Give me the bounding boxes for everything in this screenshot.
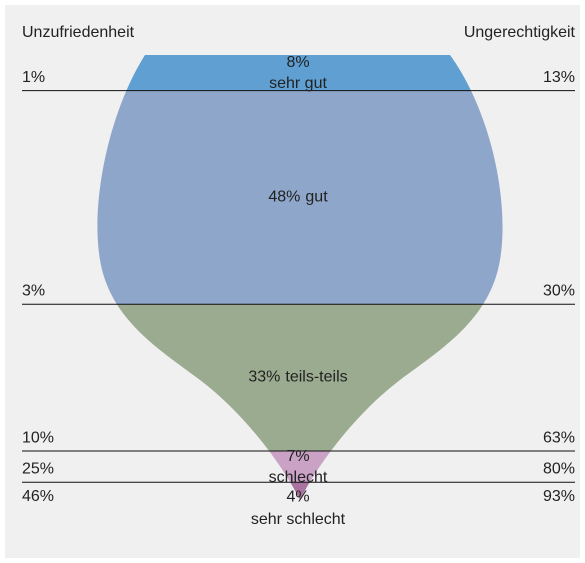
band-category-label: gut <box>305 189 328 206</box>
right-value-label: 93% <box>543 488 575 505</box>
right-value-label: 30% <box>543 282 575 299</box>
band-value-label: 7% <box>286 448 309 465</box>
band <box>97 55 503 92</box>
left-value-label: 25% <box>22 460 54 477</box>
band-category-label: sehr schlecht <box>251 511 346 528</box>
right-value-label: 80% <box>543 460 575 477</box>
band <box>97 90 503 305</box>
left-value-label: 46% <box>22 488 54 505</box>
band-value-label: 8% <box>286 54 309 71</box>
right-value-label: 63% <box>543 429 575 446</box>
right-value-label: 13% <box>543 69 575 86</box>
band-category-label: schlecht <box>269 469 328 486</box>
right-header: Ungerechtigkeit <box>464 24 576 41</box>
band-category-label: teils-teils <box>285 369 347 386</box>
left-value-label: 3% <box>22 282 45 299</box>
band-category-label: sehr gut <box>269 75 327 92</box>
band-value-label: 4% <box>286 488 309 505</box>
band-value-label: 48% <box>268 189 300 206</box>
band-label: 48% gut <box>268 189 328 206</box>
band-label: 33% teils-teils <box>248 369 347 386</box>
left-value-label: 1% <box>22 69 45 86</box>
left-header: Unzufriedenheit <box>22 24 135 41</box>
band-value-label: 33% <box>248 369 280 386</box>
left-value-label: 10% <box>22 429 54 446</box>
